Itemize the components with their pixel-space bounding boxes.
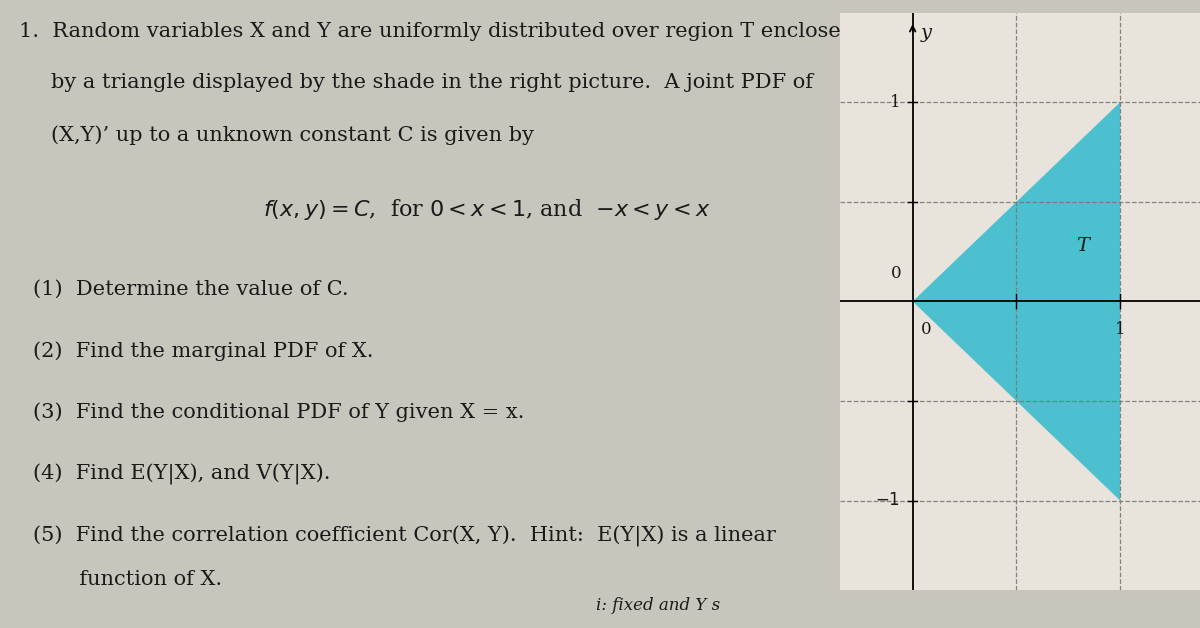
Text: function of X.: function of X.	[34, 570, 222, 589]
Text: 1.  Random variables X and Y are uniformly distributed over region T enclosed: 1. Random variables X and Y are uniforml…	[19, 22, 854, 41]
Text: T: T	[1076, 237, 1090, 255]
Text: (1)  Determine the value of C.: (1) Determine the value of C.	[34, 279, 349, 298]
Text: (5)  Find the correlation coefficient Cor(X, Y).  Hint:  E(Y|X) is a linear: (5) Find the correlation coefficient Cor…	[34, 526, 776, 547]
Text: (X,Y)’ up to a unknown constant C is given by: (X,Y)’ up to a unknown constant C is giv…	[50, 125, 534, 144]
Text: by a triangle displayed by the shade in the right picture.  A joint PDF of: by a triangle displayed by the shade in …	[50, 73, 812, 92]
Text: (4)  Find E(Y|X), and V(Y|X).: (4) Find E(Y|X), and V(Y|X).	[34, 464, 331, 485]
Text: i: fixed and Y s: i: fixed and Y s	[595, 597, 720, 614]
Text: $f(x,y) = C$,  for $0 < x < 1$, and  $-x < y < x$: $f(x,y) = C$, for $0 < x < 1$, and $-x <…	[263, 197, 710, 222]
Text: 0: 0	[920, 322, 931, 338]
Polygon shape	[913, 102, 1121, 501]
Text: y: y	[920, 24, 932, 42]
Text: 0: 0	[890, 264, 901, 281]
Text: 1: 1	[1115, 322, 1126, 338]
Text: 1: 1	[889, 94, 900, 111]
Text: (3)  Find the conditional PDF of Y given X = x.: (3) Find the conditional PDF of Y given …	[34, 403, 524, 422]
Text: $-1$: $-1$	[875, 492, 900, 509]
Text: (2)  Find the marginal PDF of X.: (2) Find the marginal PDF of X.	[34, 341, 373, 360]
